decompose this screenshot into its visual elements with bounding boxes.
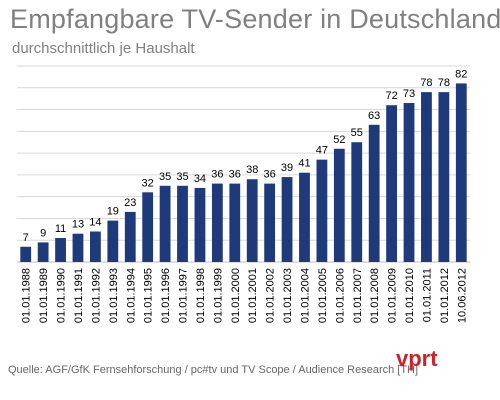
- data-label: 39: [281, 162, 293, 174]
- x-tick-label: 01.01.1993: [108, 268, 120, 323]
- bar-01.01.1996: [159, 185, 171, 262]
- bar-01.01.2012: [438, 92, 450, 262]
- chart-subtitle: durchschnittlich je Haushalt: [12, 40, 195, 57]
- bar-01.01.2006: [333, 148, 345, 262]
- data-label: 19: [107, 206, 119, 218]
- data-label: 55: [351, 127, 363, 139]
- bar-01.01.1998: [194, 187, 206, 262]
- data-label: 23: [124, 197, 136, 209]
- data-label: 35: [176, 171, 188, 183]
- x-tick-label: 01.01.2004: [299, 268, 311, 323]
- data-label: 7: [23, 232, 29, 244]
- bar-01.01.2009: [386, 105, 397, 262]
- data-label: 9: [40, 227, 46, 239]
- bar-10.06.2012: [455, 83, 467, 262]
- x-tick-label: 01.01.2006: [334, 268, 346, 323]
- bar-01.01.1997: [177, 185, 188, 262]
- source-note: Quelle: AGF/GfK Fernsehforschung / pc#tv…: [8, 364, 419, 376]
- x-tick-label: 01.01.1999: [212, 268, 224, 323]
- x-tick-label: 01.01.2007: [352, 268, 364, 323]
- vprt-logo-text: vprt: [396, 346, 438, 371]
- bar-01.01.2010: [403, 103, 415, 263]
- bar-01.01.1993: [107, 220, 119, 262]
- x-tick-label: 01.01.1989: [38, 268, 50, 323]
- bar-01.01.2005: [316, 159, 328, 262]
- bar-01.01.2001: [246, 179, 258, 262]
- x-tick-label: 01.01.2000: [230, 268, 242, 323]
- data-label: 36: [264, 169, 276, 181]
- data-label: 14: [89, 217, 101, 229]
- bar-01.01.2011: [421, 92, 432, 262]
- data-label: 36: [229, 169, 241, 181]
- data-label: 52: [333, 134, 345, 146]
- data-label: 34: [194, 173, 206, 185]
- x-tick-labels: 01.01.1988 01.01.1989 01.01.1990 01.01.1991…: [21, 268, 469, 323]
- data-label: 63: [368, 110, 380, 122]
- bar-chart: 7 9 11 13 14 19 23 32 35 35 34 36 36 38 36 39 41 47 52 55 63…: [17, 65, 470, 323]
- data-label: 32: [142, 177, 154, 189]
- bar-01.01.2008: [368, 124, 380, 262]
- x-tick-label: 01.01.1992: [90, 268, 102, 323]
- data-label: 11: [55, 223, 66, 235]
- x-tick-label: 01.01.1991: [73, 268, 85, 323]
- x-tick-label: 10.06.2012: [456, 268, 468, 323]
- data-label: 13: [72, 219, 84, 231]
- bar-01.01.2004: [299, 172, 310, 262]
- x-tick-label: 01.01.1994: [125, 268, 137, 323]
- x-tick-label: 01.01.1998: [195, 268, 207, 323]
- data-label: 38: [246, 164, 258, 176]
- x-tick-label: 01.01.1995: [143, 268, 155, 323]
- x-tick-label: 01.01.2002: [265, 268, 277, 323]
- x-tick-label: 01.01.2001: [247, 268, 259, 323]
- bar-01.01.2000: [229, 183, 241, 262]
- x-tick-label: 01.01.1988: [21, 268, 33, 323]
- chart-title: Empfangbare TV-Sender in Deutschland: [10, 4, 500, 34]
- x-tick-label: 01.01.2011: [421, 268, 433, 322]
- data-labels: 7 9 11 13 14 19 23 32 35 35 34 36 36 38 36 39 41 47 52 55 63…: [23, 68, 468, 243]
- x-tick-label: 01.01.1997: [178, 268, 190, 323]
- bars: [20, 83, 467, 263]
- x-tick-label: 01.01.2003: [282, 268, 294, 323]
- data-label: 41: [298, 158, 310, 170]
- bar-01.01.1990: [55, 238, 66, 262]
- data-label: 78: [438, 77, 450, 89]
- vprt-logo: vprt: [396, 346, 438, 371]
- bar-01.01.1991: [72, 233, 84, 262]
- bar-01.01.1994: [124, 211, 136, 262]
- bar-01.01.2007: [351, 142, 363, 262]
- x-tick-label: 01.01.1996: [160, 268, 172, 323]
- data-label: 82: [455, 68, 467, 80]
- x-tick-label: 01.01.2012: [439, 268, 451, 323]
- data-label: 72: [385, 90, 397, 102]
- x-tick-label: 01.01.2008: [369, 268, 381, 323]
- bar-01.01.1988: [20, 246, 32, 262]
- data-label: 47: [316, 145, 328, 157]
- bar-01.01.2002: [264, 183, 276, 262]
- data-label: 35: [159, 171, 171, 183]
- x-tick-label: 01.01.2009: [387, 268, 399, 323]
- bar-01.01.2003: [281, 177, 293, 262]
- bar-01.01.1992: [90, 231, 101, 262]
- data-label: 73: [403, 88, 415, 100]
- x-tick-label: 01.01.2010: [404, 268, 416, 323]
- x-tick-label: 01.01.2005: [317, 268, 329, 323]
- data-label: 78: [420, 77, 432, 89]
- data-label: 36: [211, 169, 223, 181]
- bar-01.01.1989: [37, 242, 49, 262]
- x-tick-label: 01.01.1990: [56, 268, 68, 323]
- bar-01.01.1995: [142, 192, 154, 262]
- bar-01.01.1999: [211, 183, 223, 262]
